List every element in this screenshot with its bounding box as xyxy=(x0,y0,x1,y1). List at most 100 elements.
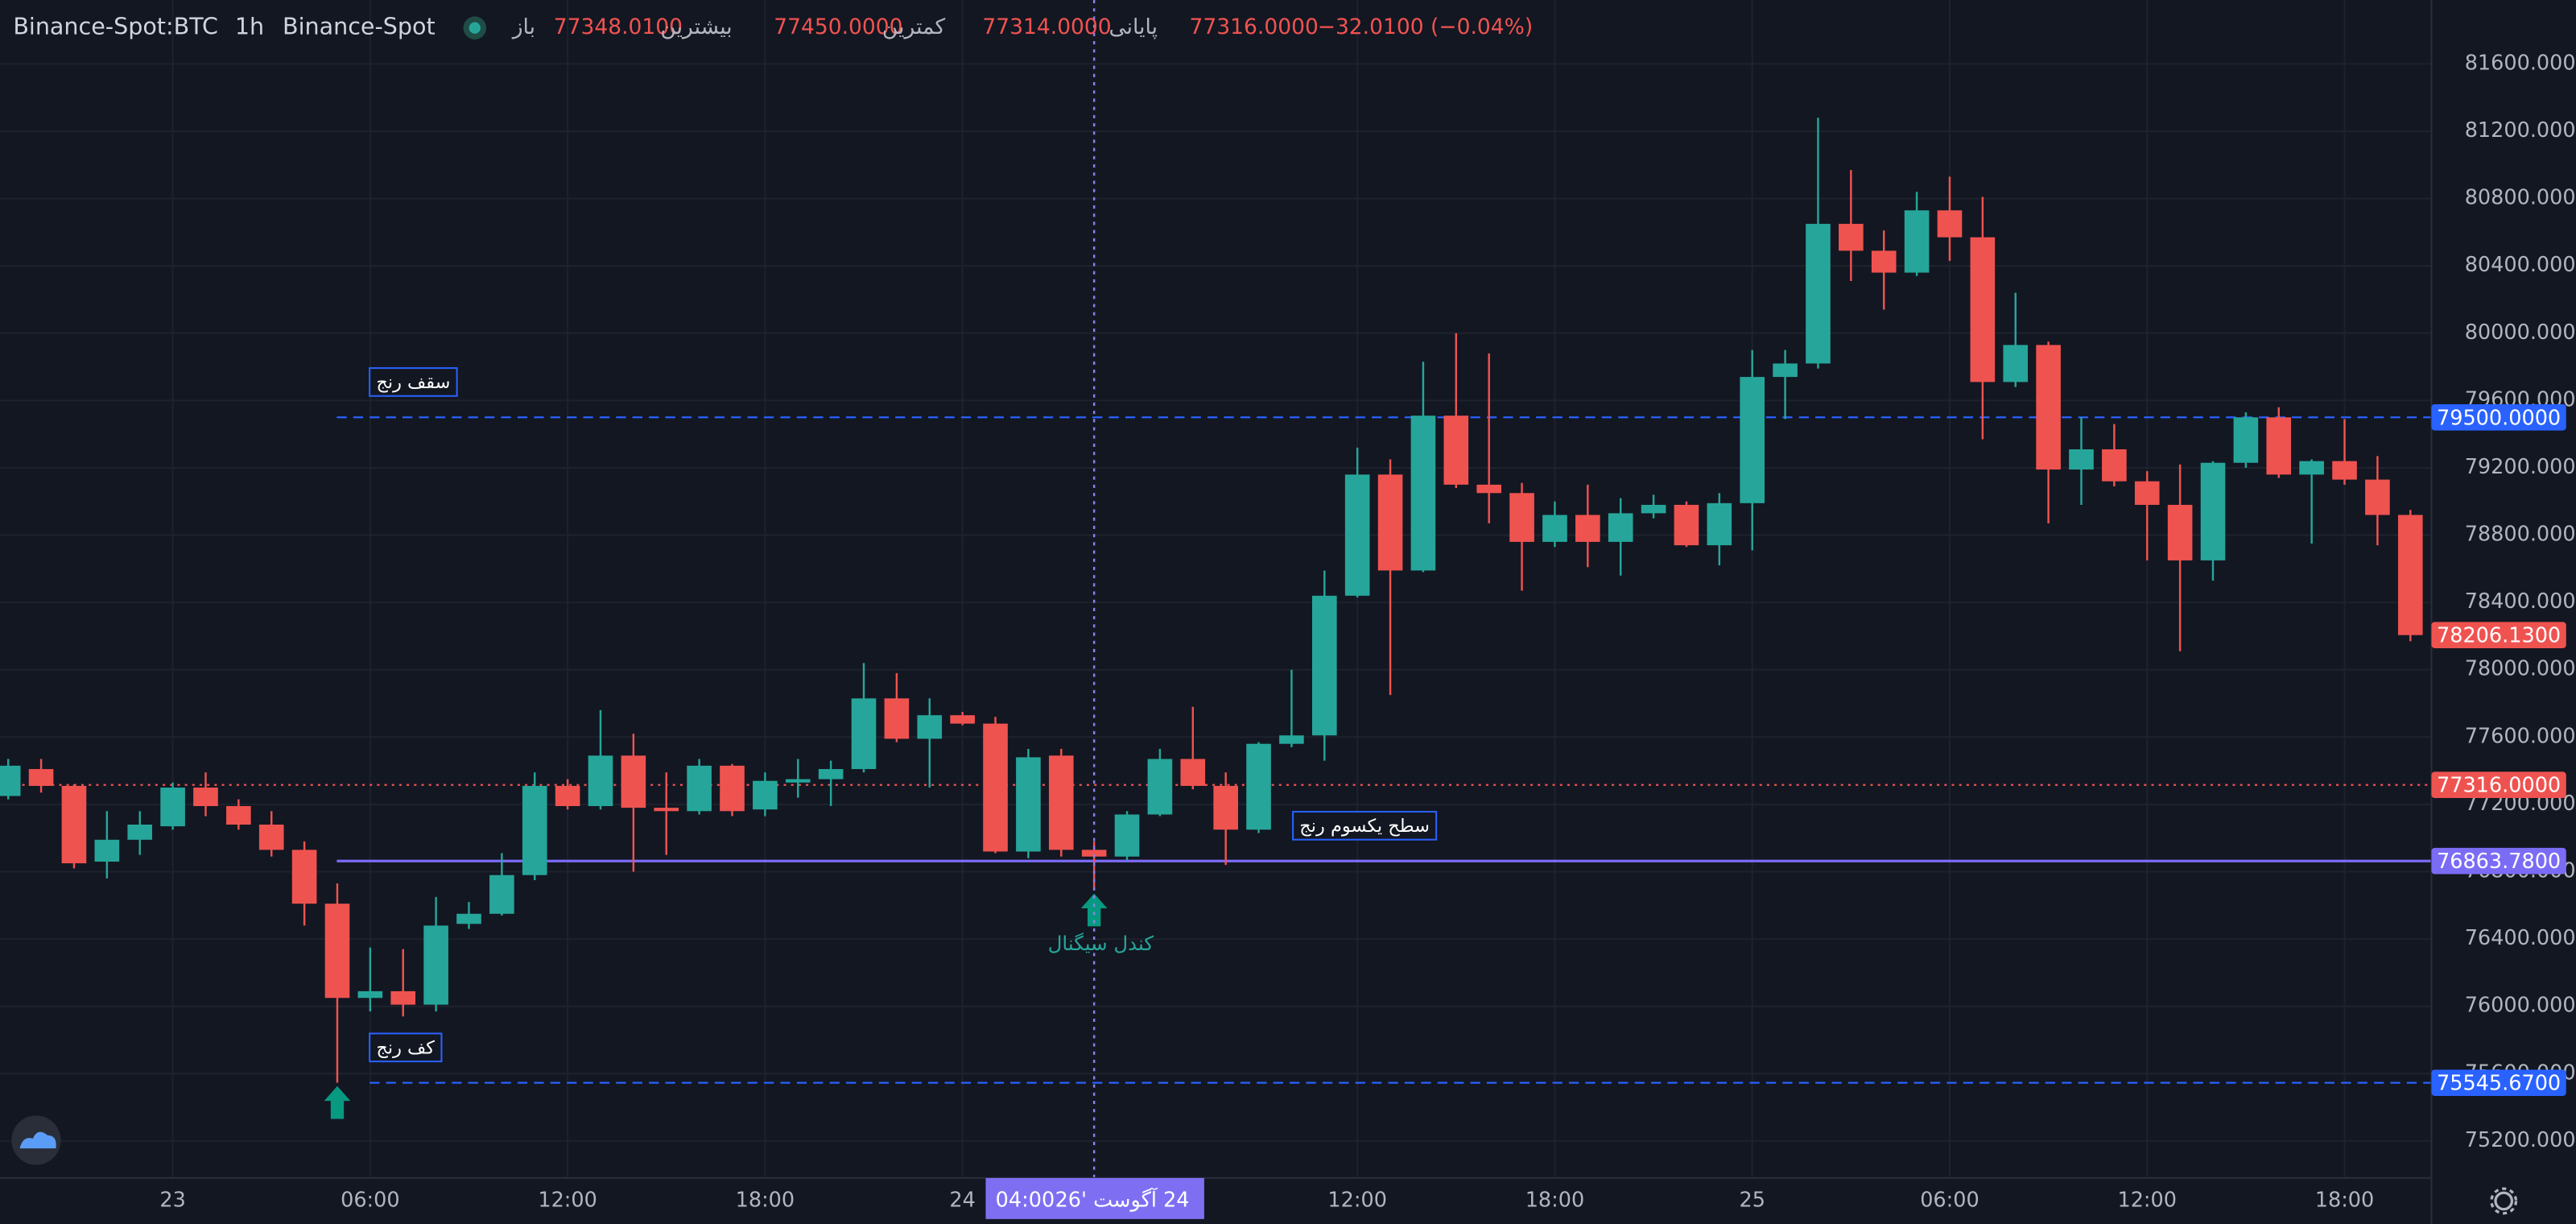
price-tag-label: 79500.0000 xyxy=(2437,406,2561,430)
candle-body xyxy=(357,990,383,999)
x-tick-label: 12:00 xyxy=(1327,1188,1387,1212)
candle-body xyxy=(2397,515,2423,635)
candle-body xyxy=(1970,237,1996,382)
candle-body xyxy=(2200,462,2226,560)
logo-icon[interactable] xyxy=(19,1131,56,1149)
candle-body xyxy=(193,788,218,807)
crosshair-label-bg xyxy=(985,1177,1204,1219)
annotation-text: سقف رنج xyxy=(376,372,450,393)
candle-body xyxy=(785,779,811,783)
x-tick-label: 24 xyxy=(949,1188,975,1212)
y-tick-label: 77600.0000 xyxy=(2465,724,2576,748)
candle-body xyxy=(818,769,844,779)
candle-body xyxy=(2102,449,2127,482)
price-tag-label: 75545.6700 xyxy=(2437,1072,2561,1096)
x-tick-label: 18:00 xyxy=(2315,1188,2375,1212)
high-label: بیشترین xyxy=(660,14,732,39)
x-tick-label: 23 xyxy=(159,1188,185,1212)
annotation-text: سطح یکسوم رنج xyxy=(1299,816,1430,837)
open-label: باز xyxy=(511,14,535,39)
candle-body xyxy=(423,925,448,1005)
annotation-box xyxy=(1292,810,1438,841)
candle-body xyxy=(983,723,1008,852)
price-tag xyxy=(2431,403,2566,431)
candle-body xyxy=(160,788,185,827)
candle-body xyxy=(720,765,745,812)
candle-body xyxy=(1674,504,1699,546)
price-tag-label: 78206.1300 xyxy=(2437,624,2561,648)
settings[interactable] xyxy=(2490,1187,2518,1215)
candle-body xyxy=(2299,461,2324,475)
candle-body xyxy=(1279,735,1304,744)
signal-arrow xyxy=(1080,893,1108,927)
settings-icon[interactable] xyxy=(2494,1191,2514,1211)
y-tick-label: 80800.0000 xyxy=(2465,186,2576,210)
candle-body xyxy=(291,850,317,904)
candle-body xyxy=(1180,759,1206,786)
candle-body xyxy=(489,875,514,914)
high-value: 77450.0000 xyxy=(774,14,902,39)
candle-body xyxy=(1246,743,1271,830)
y-tick-label: 81600.0000 xyxy=(2465,51,2576,75)
y-tick-label: 79200.0000 xyxy=(2465,455,2576,479)
x-tick-label: 18:00 xyxy=(736,1188,795,1212)
candle-body xyxy=(1443,416,1469,485)
candle-body xyxy=(258,825,284,850)
candle-body xyxy=(456,913,481,924)
candle-body xyxy=(1114,814,1140,857)
signal-arrow xyxy=(324,1085,351,1119)
candle-body xyxy=(1048,755,1074,850)
plot: سقف رنج کف رنج سطح یکسوم رنج کندل سیگنال xyxy=(0,0,2432,1178)
candle-body xyxy=(950,715,975,724)
candle-body xyxy=(522,785,547,875)
settings-teeth[interactable] xyxy=(2490,1187,2518,1215)
exchange: Binance-Spot xyxy=(283,13,436,40)
change-value: −32.0100 (−0.04%) xyxy=(1318,14,1533,39)
y-tick-label: 80000.0000 xyxy=(2465,320,2576,345)
crosshair-date: 24 آگوست '26 xyxy=(1055,1187,1190,1212)
candle-body xyxy=(226,806,251,825)
candle-body xyxy=(324,904,350,999)
annotation-text: کندل سیگنال xyxy=(1048,932,1154,955)
candle-body xyxy=(753,780,778,810)
candle-body xyxy=(917,715,943,739)
header: Binance-Spot:BTC 1h Binance-Spot باز 773… xyxy=(13,13,1533,40)
candle-body xyxy=(1839,223,1864,251)
crosshair-time: 04:00 xyxy=(996,1188,1055,1212)
interval: 1h xyxy=(235,13,264,40)
candle-body xyxy=(687,765,712,812)
y-tick-label: 76400.0000 xyxy=(2465,926,2576,950)
candle-body xyxy=(1641,504,1666,514)
axes: 81600.0000 81200.0000 80800.0000 80400.0000… xyxy=(159,51,2576,1219)
candle-body xyxy=(1575,515,1600,542)
candle-body xyxy=(1476,484,1501,494)
logo[interactable] xyxy=(11,1115,61,1165)
y-tick-label: 81200.0000 xyxy=(2465,118,2576,143)
y-tick-label: 78400.0000 xyxy=(2465,589,2576,614)
candle-body xyxy=(28,769,54,786)
candle-body xyxy=(2332,461,2357,480)
candle-body xyxy=(2069,449,2094,470)
candle-body xyxy=(555,785,580,807)
candle-body xyxy=(1016,757,1041,852)
candle-body xyxy=(1806,223,1831,364)
candle-body xyxy=(2233,417,2259,463)
x-tick-label: 06:00 xyxy=(1920,1188,1979,1212)
candle-body xyxy=(61,785,87,864)
candle-body xyxy=(654,808,679,812)
candle-body xyxy=(1312,595,1337,736)
candle-body xyxy=(94,839,120,862)
y-tick-label: 78000.0000 xyxy=(2465,657,2576,681)
y-tick-label: 80400.0000 xyxy=(2465,253,2576,277)
candle-body xyxy=(1081,850,1107,857)
candle-body xyxy=(1344,474,1370,596)
low-label: کمترین xyxy=(882,14,946,39)
y-tick-label: 75200.0000 xyxy=(2465,1128,2576,1152)
candle-body xyxy=(1871,250,1897,273)
grid xyxy=(0,0,2432,1178)
x-tick-label: 12:00 xyxy=(538,1188,597,1212)
close-value: 77316.0000 xyxy=(1190,14,1319,39)
price-tag xyxy=(2431,622,2566,648)
